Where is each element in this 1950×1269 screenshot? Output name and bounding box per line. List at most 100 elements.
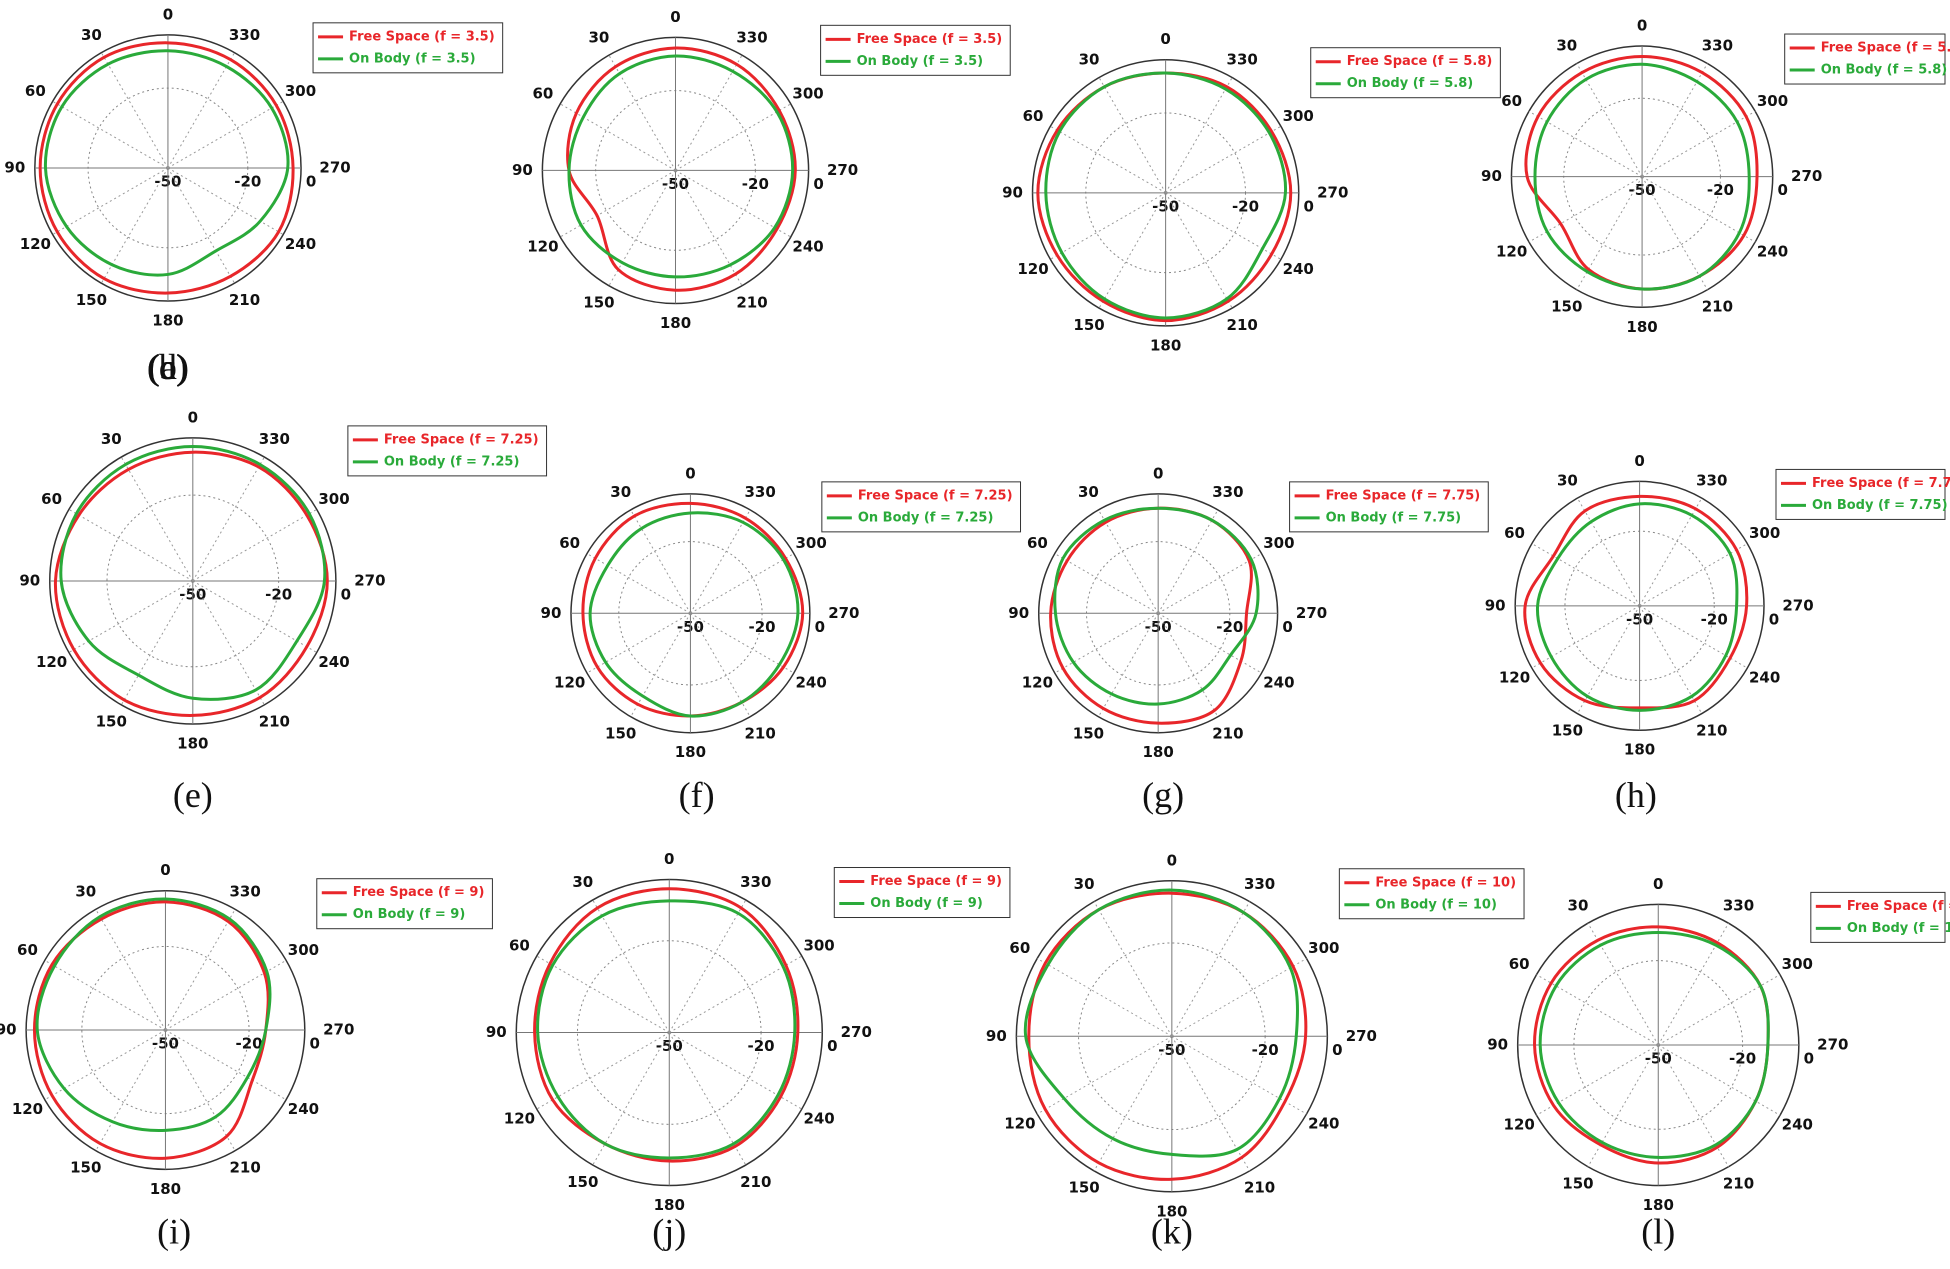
theta-tick-label: 240 [796,674,827,692]
spoke [100,52,169,169]
spoke [1658,974,1781,1046]
r-tick-label: 0 [827,1037,837,1055]
spoke [1165,77,1233,194]
spoke [1098,192,1167,309]
spoke [675,103,792,171]
series-line [1538,930,1770,1159]
theta-tick-label: 60 [532,84,553,102]
series-line [588,511,800,718]
spoke [1587,1044,1659,1167]
theta-tick-label: 30 [1568,896,1589,914]
caption: (i) [157,1212,191,1252]
theta-tick-label: 30 [101,430,122,448]
spoke [165,909,236,1031]
spoke [669,955,803,1033]
spoke [167,167,235,284]
series-line [53,450,329,717]
series-line [59,444,327,701]
legend-box [312,22,504,74]
caption: (g) [1142,775,1184,815]
legend-label: Free Space (f = 5.8) [1821,41,1950,56]
theta-tick-label: 60 [509,937,530,955]
theta-tick-label: 180 [654,1196,685,1214]
theta-tick-label: 150 [567,1173,598,1191]
r-tick-label: 0 [1777,181,1787,199]
spoke [586,612,691,674]
legend-label: On Body (f = 7.25) [858,510,994,525]
theta-tick-label: 30 [1078,483,1099,501]
r-tick-label: -20 [1701,610,1728,628]
spoke [1050,125,1166,194]
r-tick-label: 0 [813,175,823,193]
theta-tick-label: 300 [285,82,316,100]
theta-tick-label: 120 [12,1100,43,1118]
theta-tick-label: 240 [288,1100,319,1118]
legend-label: Free Space (f = 7.25) [858,488,1013,503]
r-tick-label: -20 [748,1037,775,1055]
theta-tick-label: 120 [504,1110,535,1128]
theta-tick-label: 120 [1504,1116,1535,1134]
theta-tick-label: 90 [1002,183,1023,201]
theta-tick-label: 330 [229,26,260,44]
theta-tick-label: 270 [1317,183,1348,201]
spoke [1576,63,1643,177]
theta-tick-label: 60 [1027,534,1048,552]
theta-tick-label: 60 [41,490,62,508]
theta-tick-label: 300 [796,534,827,552]
theta-tick-label: 30 [572,873,593,891]
r-tick-label: -20 [742,175,769,193]
theta-tick-label: 270 [1346,1027,1377,1045]
legend-label: Free Space (f = 3.5) [857,32,1003,47]
spoke [1093,901,1173,1037]
theta-tick-label: 30 [1074,875,1095,893]
spoke [165,1029,287,1101]
spoke [669,1032,803,1110]
legend-label: Free Space (f = 9) [353,885,485,900]
series-line [43,49,290,277]
spoke [192,508,317,582]
theta-tick-label: 90 [1008,604,1029,622]
theta-tick-label: 150 [76,291,107,309]
spoke [1641,63,1708,177]
theta-tick-label: 90 [0,1021,17,1039]
theta-tick-label: 90 [541,604,562,622]
theta-tick-label: 210 [259,713,290,731]
legend-label: On Body (f = 10) [1375,897,1497,912]
theta-tick-label: 120 [36,653,67,671]
r-tick-label: -20 [265,585,292,603]
theta-tick-label: 150 [583,294,614,312]
r-tick-label: 0 [1332,1041,1342,1059]
r-tick-label: -20 [1707,181,1734,199]
spoke [630,509,691,614]
spoke [1036,958,1173,1037]
spoke [1641,110,1756,178]
theta-tick-label: 150 [1073,725,1104,743]
theta-tick-label: 180 [150,1180,181,1198]
theta-tick-label: 150 [1068,1179,1099,1197]
spoke [1531,605,1640,669]
spoke [1036,1035,1173,1115]
theta-tick-label: 90 [512,161,533,179]
theta-tick-label: 0 [160,861,170,879]
legend-label: Free Space (f = 3.5) [349,29,495,44]
theta-tick-label: 270 [841,1023,872,1041]
series-line [1023,888,1299,1158]
caption: (d) [147,347,189,387]
theta-tick-label: 240 [1782,1116,1813,1134]
legend-label: On Body (f = 3.5) [349,51,476,66]
theta-tick-label: 120 [1499,669,1530,687]
theta-tick-label: 150 [1562,1175,1593,1193]
r-tick-label: -20 [1232,197,1259,215]
r-tick-label: -20 [235,1035,262,1053]
series-line [581,501,805,718]
theta-tick-label: 30 [81,26,102,44]
theta-tick-label: 300 [1263,534,1294,552]
r-tick-label: 0 [341,585,351,603]
spoke [536,1032,670,1110]
spoke [167,100,284,169]
theta-tick-label: 0 [1634,452,1644,470]
